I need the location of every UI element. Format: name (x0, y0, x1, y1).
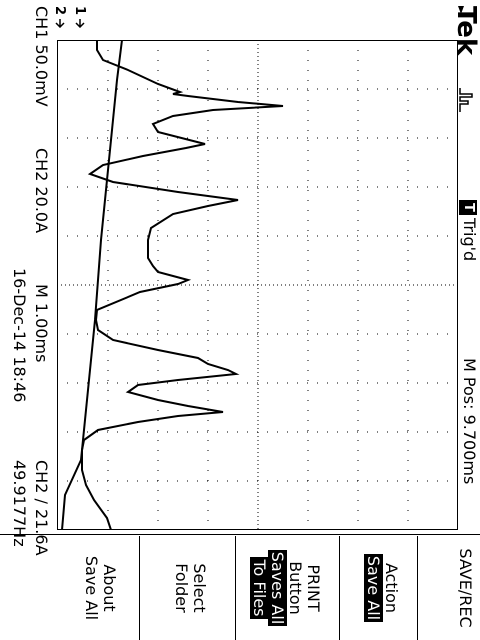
menu-separator (139, 536, 140, 640)
menu-title-text: SAVE/REC (456, 548, 475, 628)
ch1-scale: CH1 50.0mV (32, 6, 51, 107)
ch1-ground-arrow-icon (75, 19, 85, 28)
menu-title: SAVE/REC (456, 536, 475, 640)
acquisition-pulse-icon (459, 88, 473, 112)
ch2-scale: CH2 20.0A (32, 148, 51, 234)
menu-print-button[interactable]: PRINT Button Saves All To Files (250, 536, 323, 640)
print-label-line2: Button (286, 561, 305, 615)
select-folder-line2: Folder (172, 563, 191, 613)
ch2-trace (81, 40, 284, 530)
menu-action-button[interactable]: Action Save All (364, 536, 401, 640)
menu-separator (417, 536, 418, 640)
menu-divider (0, 534, 480, 535)
timebase: M 1.00ms (32, 284, 51, 363)
menu-select-folder-button[interactable]: Select Folder (172, 536, 209, 640)
menu-separator (339, 536, 340, 640)
select-folder-line1: Select (190, 563, 209, 613)
action-value: Save All (364, 553, 383, 623)
menu-about-button[interactable]: About Save All (82, 536, 119, 640)
trigger-status: Trig'd (460, 218, 479, 262)
print-value-line2: To Files (250, 557, 269, 619)
ch1-marker: 1 (72, 6, 87, 16)
graticule-center-axes (57, 40, 458, 530)
about-line2: Save All (82, 555, 101, 621)
about-line1: About (100, 564, 119, 612)
ch2-marker: 2 (52, 6, 67, 16)
waveform-display (57, 40, 458, 530)
action-label: Action (382, 562, 401, 614)
ch2-ground-arrow-icon (55, 19, 65, 28)
trigger-position-arrow-icon (458, 6, 464, 14)
date-time: 16-Dec-14 18:46 (10, 268, 29, 403)
horizontal-position: M Pos: 9.700ms (460, 358, 479, 485)
trigger-info: CH2 ∕ 21.6A (32, 460, 51, 556)
menu-separator (235, 536, 236, 640)
print-value-line1: Saves All (268, 549, 287, 627)
trigger-badge: T (459, 200, 477, 215)
print-label-line1: PRINT (304, 564, 323, 612)
